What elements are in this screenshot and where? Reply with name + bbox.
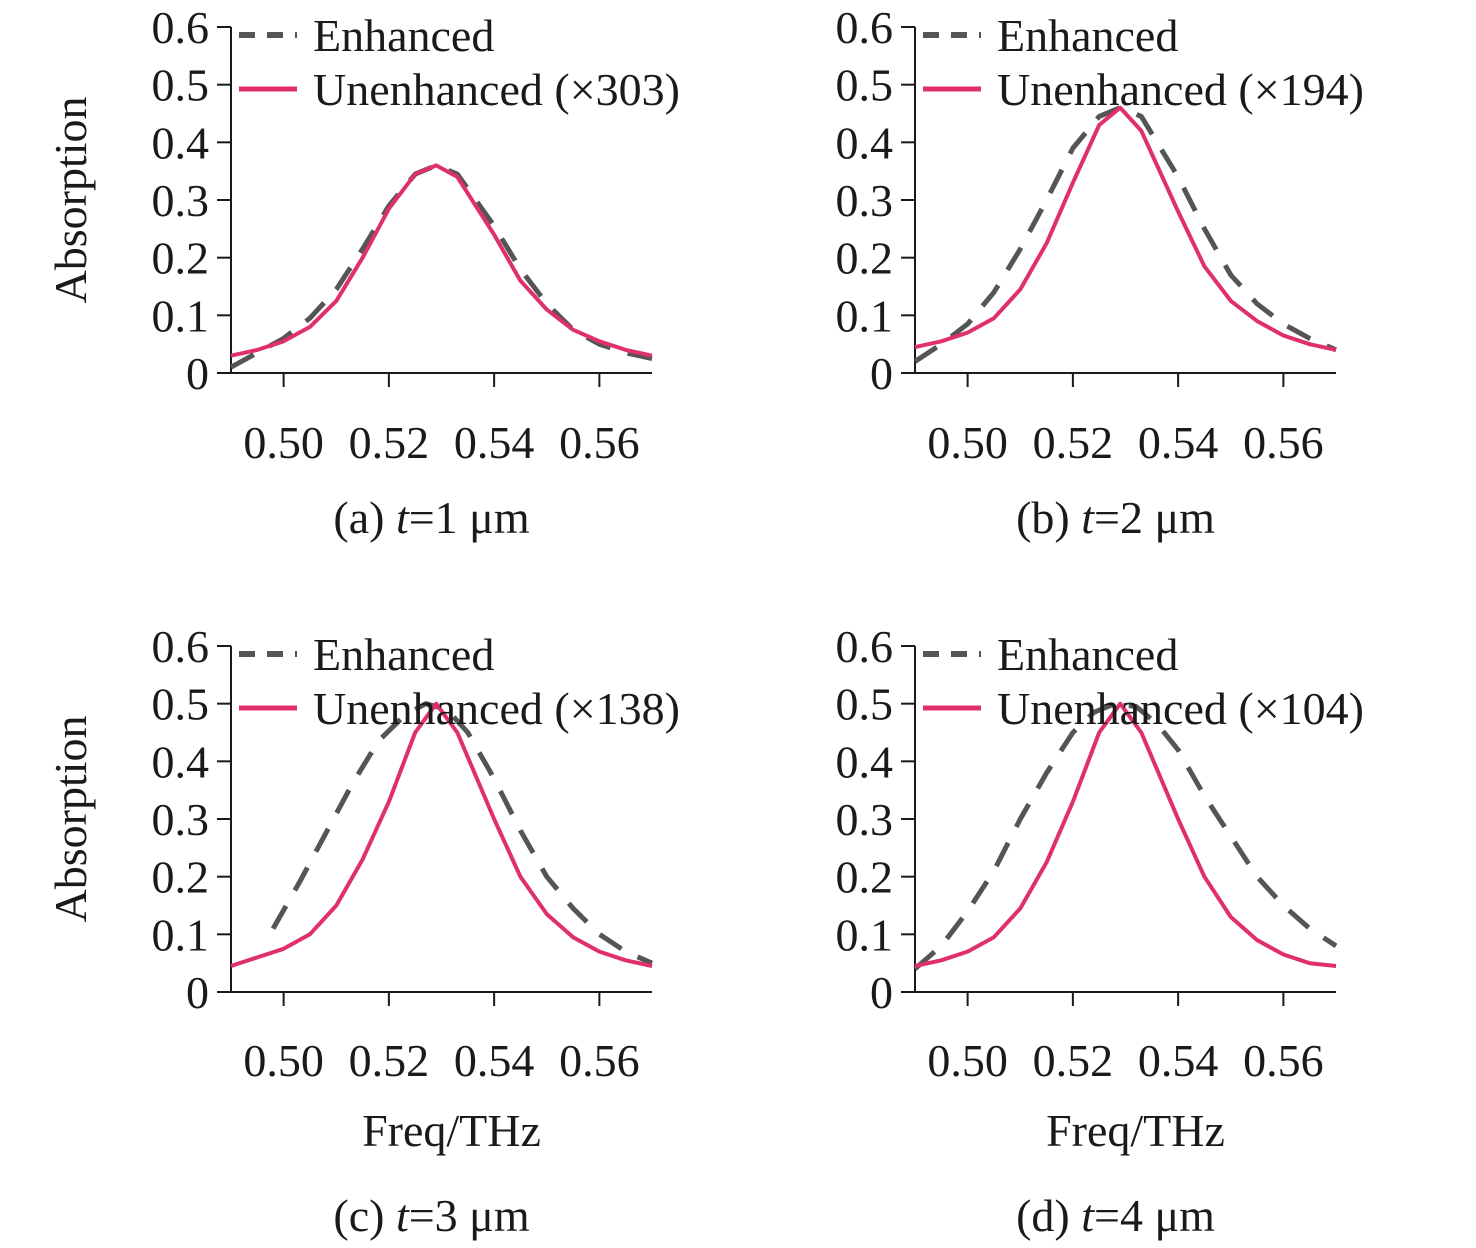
y-tick-label: 0.4: [836, 117, 894, 168]
x-tick-label: 0.50: [243, 417, 324, 468]
panel-caption: (c) t=3 μm: [333, 1190, 529, 1241]
y-tick-label: 0: [870, 348, 893, 399]
x-tick-label: 0.56: [559, 1035, 640, 1086]
caption-prefix: (d): [1016, 1190, 1081, 1241]
y-tick-label: 0.6: [152, 2, 210, 53]
y-tick-label: 0: [870, 967, 893, 1018]
y-tick-label: 0.2: [152, 233, 210, 284]
x-tick-label: 0.54: [454, 417, 535, 468]
caption-prefix: (b): [1016, 492, 1081, 543]
caption-suffix: =3 μm: [409, 1190, 530, 1241]
y-tick-label: 0.6: [836, 2, 894, 53]
y-tick-label: 0: [186, 348, 209, 399]
series-line-unenhanced: [914, 105, 1337, 352]
caption-variable: t: [1081, 492, 1095, 543]
legend-label: Enhanced: [997, 10, 1178, 61]
panel-b: 0 0.1 0.2 0.3 0.4 0.5 0.6 0.50 0.52 0.54 0.56 Enhan…: [836, 2, 1364, 543]
y-axis-label: Absorption: [45, 97, 96, 304]
x-tick-label: 0.50: [243, 1035, 324, 1086]
y-tick-label: 0.1: [152, 909, 210, 960]
series-line-unenhanced: [914, 701, 1337, 968]
y-tick-label: 0.3: [152, 794, 210, 845]
series-line-unenhanced: [230, 701, 653, 968]
legend-label: Enhanced: [313, 10, 494, 61]
caption-prefix: (c): [333, 1190, 396, 1241]
x-tick-label: 0.56: [1243, 417, 1324, 468]
panel-d: 0 0.1 0.2 0.3 0.4 0.5 0.6 0.50 0.52 0.54 0.56 Freq/…: [836, 621, 1364, 1241]
panel-caption: (b) t=2 μm: [1016, 492, 1215, 543]
x-tick-label: 0.52: [1033, 417, 1114, 468]
caption-suffix: =1 μm: [409, 492, 530, 543]
y-tick-label: 0.1: [836, 909, 894, 960]
x-tick-label: 0.54: [1138, 417, 1219, 468]
legend-label: Unenhanced (×194): [997, 64, 1364, 115]
y-tick-label: 0.5: [152, 679, 210, 730]
y-tick-label: 0.3: [152, 175, 210, 226]
y-tick-label: 0.2: [152, 852, 210, 903]
y-tick-label: 0.2: [836, 852, 894, 903]
y-tick-label: 0.6: [836, 621, 894, 672]
caption-variable: t: [396, 1190, 410, 1241]
panel-caption: (d) t=4 μm: [1016, 1190, 1215, 1241]
y-tick-label: 0.4: [152, 117, 210, 168]
legend-label: Unenhanced (×138): [313, 683, 680, 734]
x-tick-label: 0.52: [349, 417, 430, 468]
x-tick-label: 0.50: [927, 1035, 1008, 1086]
y-tick-label: 0.5: [152, 60, 210, 111]
panel-caption: (a) t=1 μm: [333, 492, 529, 543]
series-line-unenhanced: [230, 163, 653, 358]
y-tick-label: 0.4: [836, 736, 894, 787]
caption-suffix: =2 μm: [1094, 492, 1215, 543]
panel-c: 0 0.1 0.2 0.3 0.4 0.5 0.6 0.50 0.52 0.54 0.56 Absor…: [45, 621, 680, 1241]
legend-label: Unenhanced (×303): [313, 64, 680, 115]
y-axis-label: Absorption: [45, 716, 96, 923]
y-tick-label: 0.4: [152, 736, 210, 787]
x-tick-label: 0.50: [927, 417, 1008, 468]
series-line-enhanced: [270, 701, 654, 966]
series-line-enhanced: [913, 105, 1338, 364]
x-tick-label: 0.54: [454, 1035, 535, 1086]
caption-prefix: (a): [333, 492, 396, 543]
y-tick-label: 0.1: [152, 290, 210, 341]
legend-label: Enhanced: [997, 629, 1178, 680]
y-tick-label: 0.5: [836, 60, 894, 111]
caption-variable: t: [1081, 1190, 1095, 1241]
legend-label: Unenhanced (×104): [997, 683, 1364, 734]
x-tick-label: 0.56: [1243, 1035, 1324, 1086]
y-tick-label: 0: [186, 967, 209, 1018]
caption-suffix: =4 μm: [1094, 1190, 1215, 1241]
y-tick-label: 0.2: [836, 233, 894, 284]
x-axis-label: Freq/THz: [362, 1105, 541, 1156]
x-tick-label: 0.52: [1033, 1035, 1114, 1086]
caption-variable: t: [396, 492, 410, 543]
y-tick-label: 0.1: [836, 290, 894, 341]
y-tick-label: 0.3: [836, 794, 894, 845]
y-tick-label: 0.6: [152, 621, 210, 672]
y-tick-label: 0.5: [836, 679, 894, 730]
x-tick-label: 0.52: [349, 1035, 430, 1086]
y-tick-label: 0.3: [836, 175, 894, 226]
legend-label: Enhanced: [313, 629, 494, 680]
panel-a: 0 0.1 0.2 0.3 0.4 0.5 0.6 0.50 0.52 0.54 0.56 Absor…: [45, 2, 680, 543]
x-axis-label: Freq/THz: [1046, 1105, 1225, 1156]
series-line-enhanced: [913, 701, 1338, 971]
x-tick-label: 0.54: [1138, 1035, 1219, 1086]
x-tick-label: 0.56: [559, 417, 640, 468]
